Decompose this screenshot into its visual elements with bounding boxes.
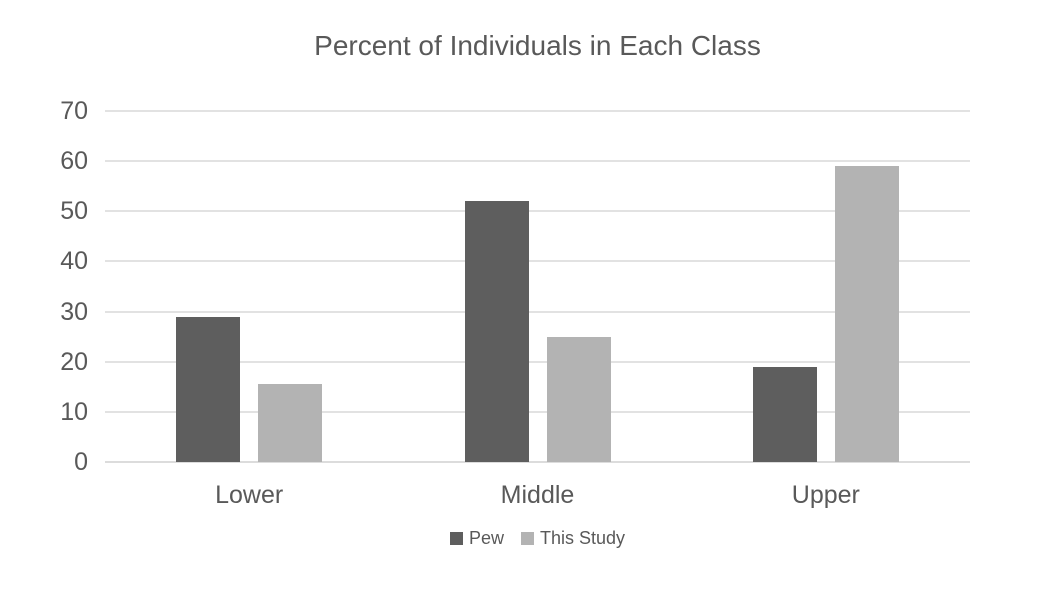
x-axis-category-label-upper: Upper [791,481,860,509]
y-axis-tick-label-50: 50 [60,197,88,226]
y-axis-tick-label-10: 10 [60,397,88,426]
bar-this-study-upper [834,166,899,462]
bar-pew-lower [176,316,241,462]
x-axis-category-label-lower: Lower [215,481,284,509]
bar-this-study-middle [546,336,611,462]
y-axis-tick-label-60: 60 [60,147,88,176]
gridline-50 [105,210,970,213]
gridline-40 [105,260,970,263]
x-axis-category-label-middle: Middle [500,481,575,509]
legend-item-pew: Pew [449,528,504,548]
bar-pew-middle [464,201,529,462]
legend: Pew This Study [105,528,970,548]
y-axis-tick-label-40: 40 [60,247,88,276]
bar-pew-upper [752,366,817,462]
gridline-30 [105,310,970,313]
y-axis-tick-label-0: 0 [74,448,88,476]
legend-label-pew: Pew [468,528,504,548]
gridline-60 [105,160,970,163]
plot-area [105,110,970,463]
y-axis-tick-label-20: 20 [60,347,88,376]
y-axis: 0 10 20 30 40 50 60 70 [40,0,88,600]
x-axis: Lower Middle Upper [105,480,970,510]
y-axis-tick-label-30: 30 [60,297,88,326]
legend-swatch-pew-icon [449,531,463,545]
gridline-10 [105,410,970,413]
bar-this-study-lower [258,384,323,462]
legend-label-this-study: This Study [539,528,626,548]
gridline-0 [105,461,970,463]
legend-swatch-this-study-icon [520,531,534,545]
chart-title: Percent of Individuals in Each Class [314,30,761,61]
legend-item-this-study: This Study [520,528,626,548]
gridline-20 [105,360,970,363]
y-axis-tick-label-70: 70 [60,97,88,125]
gridline-70 [105,110,970,112]
